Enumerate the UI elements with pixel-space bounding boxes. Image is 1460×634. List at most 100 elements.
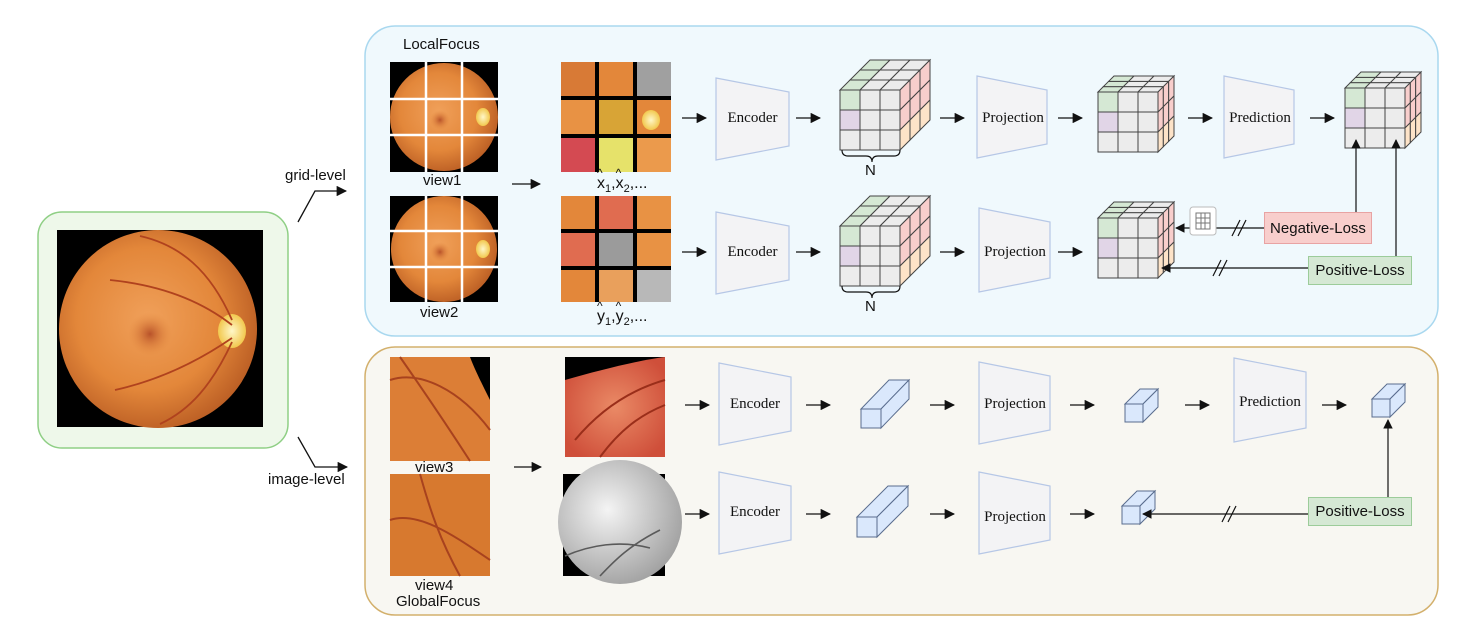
view3-augmented-image (565, 357, 666, 458)
cube-front-cell (1137, 91, 1159, 113)
cube-front-cell (879, 109, 901, 131)
view1-label: view1 (423, 172, 462, 189)
cube-grid-medium-2 (1096, 200, 1176, 280)
y-sub-1: 1 (605, 316, 612, 329)
cube-front-cell (1097, 217, 1119, 239)
cube-grid-medium-1 (1096, 74, 1176, 154)
cube-front-cell (879, 245, 901, 267)
cube-front-cell (839, 109, 861, 131)
image-level-label: image-level (268, 471, 345, 488)
view2-label: view2 (420, 304, 459, 321)
positive-loss-stop-grad-5 (1221, 505, 1231, 523)
vector-cuboid-projection-3 (1123, 387, 1160, 424)
y-tail: ,... (629, 308, 648, 325)
cube-front-cell (1384, 107, 1406, 129)
positive-loss-stop-grad-6 (1227, 505, 1237, 523)
projection-block-4 (978, 471, 1051, 555)
cube-front-cell (1344, 107, 1366, 129)
cube-front-cell (839, 129, 861, 151)
vector-cuboid-encoder-3 (859, 378, 911, 430)
negative-loss-stop-grad-1 (1231, 219, 1241, 237)
cube-front-cell (1097, 237, 1119, 259)
cube-front-cell (859, 225, 881, 247)
encoder-label-2: Encoder (727, 243, 778, 260)
patches-x (561, 62, 671, 172)
view3-image (389, 356, 491, 462)
grid-level-label: grid-level (285, 167, 346, 184)
cube-front-cell (1097, 131, 1119, 153)
cube-grid-medium-3 (1343, 70, 1423, 150)
negative-loss-stop-grad-2 (1237, 219, 1247, 237)
cube-front-cell (879, 225, 901, 247)
prediction-label-1: Prediction (1229, 109, 1291, 126)
cube-front-cell (1117, 111, 1139, 133)
cube-dim-label-1: N (865, 162, 876, 179)
y-hat-1: y ^ (597, 299, 605, 325)
view3-label: view3 (415, 459, 454, 476)
cube-front-cell (1137, 111, 1159, 133)
cube-front-cell (859, 129, 881, 151)
cube-front-cell (1097, 257, 1119, 279)
memory-bank-icon (1189, 206, 1217, 236)
cube-front-cell (1344, 87, 1366, 109)
encoder-block-2 (715, 211, 790, 295)
positive-loss-box-global: Positive-Loss (1308, 497, 1412, 526)
local-focus-title: LocalFocus (403, 36, 480, 53)
vector-cuboid-encoder-4 (855, 484, 910, 539)
view1-image (390, 62, 498, 172)
positive-loss-box-local: Positive-Loss (1308, 256, 1412, 285)
positive-loss-stop-grad-4 (1218, 259, 1228, 277)
cube-front-cell (1384, 87, 1406, 109)
prediction-block-2 (1233, 357, 1307, 443)
cube-front-cell (1344, 127, 1366, 149)
encoder-label-1: Encoder (727, 109, 778, 126)
cube-front-cell (1097, 111, 1119, 133)
encoder-label-4: Encoder (730, 503, 780, 520)
patches-x-label: x ^ 1,x ^ 2,... (597, 166, 648, 196)
global-focus-title: GlobalFocus (396, 593, 481, 610)
grid-level-arrow (297, 185, 348, 223)
n-brace-1 (841, 149, 901, 163)
cube-side-cell (919, 98, 931, 132)
projection-label-1: Projection (982, 109, 1044, 126)
cube-front-cell (1117, 131, 1139, 153)
view2-image (390, 196, 498, 302)
view4-label: view4 (415, 577, 454, 594)
y-sub-2: 2 (623, 316, 630, 329)
cube-dim-label-2: N (865, 298, 876, 315)
cube-front-cell (1117, 257, 1139, 279)
positive-loss-stop-grad-3 (1212, 259, 1222, 277)
projection-label-3: Projection (984, 395, 1046, 412)
projection-block-2 (978, 207, 1051, 293)
cube-front-cell (1364, 107, 1386, 129)
encoder-block-3 (718, 362, 792, 446)
cube-front-cell (839, 245, 861, 267)
cube-front-cell (1137, 237, 1159, 259)
patches-y-label: y ^ 1,y ^ 2,... (597, 299, 648, 329)
n-brace-2 (841, 285, 901, 299)
cube-front-cell (879, 265, 901, 287)
encoder-block-1 (715, 77, 790, 161)
cube-front-cell (1384, 127, 1406, 149)
x-hat-2: x ^ (615, 166, 624, 192)
encoder-block-4 (718, 471, 792, 555)
x-sub-2: 2 (623, 183, 630, 196)
cube-front-cell (859, 89, 881, 111)
input-fundus-image (57, 230, 263, 428)
cube-front-cell (1137, 131, 1159, 153)
prediction-label-2: Prediction (1239, 393, 1301, 410)
cube-grid-large-2 (838, 194, 932, 288)
projection-block-1 (976, 75, 1048, 159)
cube-front-cell (839, 265, 861, 287)
x-sub-1: 1 (605, 183, 612, 196)
projection-block-3 (978, 361, 1051, 445)
cube-side-cell (919, 234, 931, 268)
projection-label-2: Projection (984, 243, 1046, 260)
vector-cuboid-prediction-3 (1370, 382, 1407, 419)
cube-front-cell (839, 225, 861, 247)
view4-augmented-image (558, 460, 682, 584)
cube-front-cell (1117, 237, 1139, 259)
prediction-block-1 (1223, 75, 1295, 159)
cube-side-cell (1168, 114, 1175, 143)
